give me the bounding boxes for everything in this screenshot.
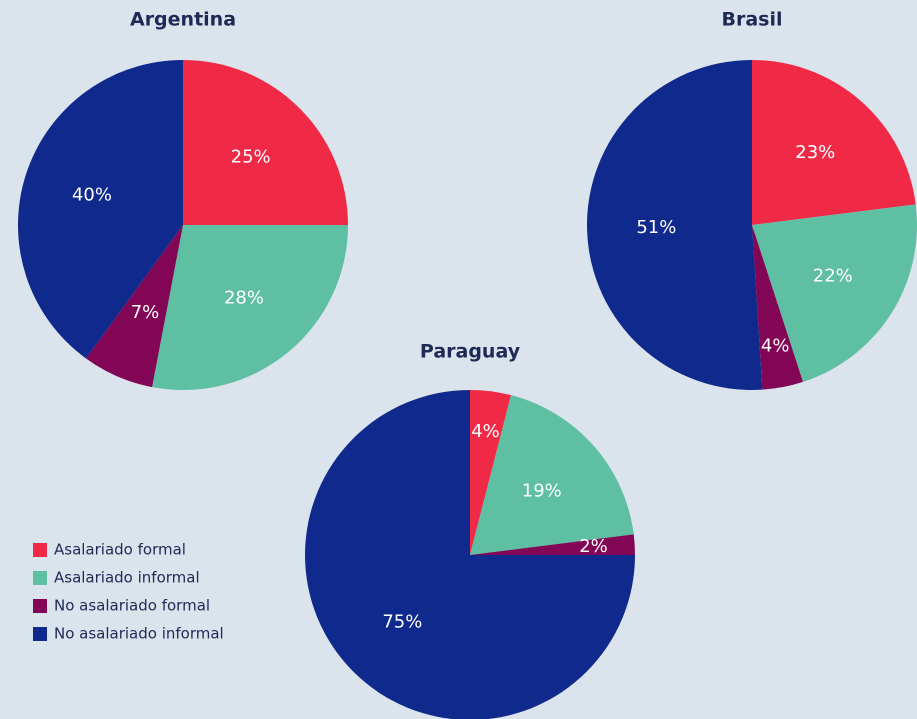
slice-label: 2%: [579, 536, 608, 557]
legend-swatch: [33, 627, 47, 641]
pie-slice: [152, 225, 348, 390]
slice-label: 40%: [72, 184, 112, 205]
legend-label: Asalariado formal: [54, 541, 186, 559]
slice-label: 75%: [382, 612, 422, 633]
pie-title: Argentina: [130, 9, 236, 31]
slice-label: 19%: [522, 481, 562, 502]
slice-label: 25%: [231, 146, 271, 167]
slice-label: 4%: [471, 421, 500, 442]
pie-slice: [470, 395, 634, 555]
pie-slice: [752, 225, 803, 390]
legend-swatch: [33, 543, 47, 557]
legend-label: No asalariado informal: [54, 625, 224, 643]
slice-label: 7%: [131, 302, 160, 323]
pie-slice: [305, 390, 635, 719]
slice-label: 28%: [224, 288, 264, 309]
pie-title: Brasil: [721, 9, 782, 31]
pie-slice: [470, 534, 635, 555]
pie-slice: [586, 60, 763, 390]
slice-label: 22%: [813, 265, 853, 286]
slice-label: 23%: [795, 142, 835, 163]
legend-label: No asalariado formal: [54, 597, 210, 615]
pie-slice: [752, 60, 916, 225]
pie-slice: [18, 59, 184, 359]
pie-slice: [752, 204, 917, 382]
legend-swatch: [33, 599, 47, 613]
legend-swatch: [33, 571, 47, 585]
pie-slice: [470, 390, 512, 555]
slice-label: 51%: [636, 217, 676, 238]
pie-title: Paraguay: [420, 341, 521, 363]
legend-label: Asalariado informal: [54, 569, 200, 587]
pie-slice: [183, 60, 348, 225]
pie-slice: [86, 225, 183, 388]
slice-label: 4%: [761, 336, 790, 357]
